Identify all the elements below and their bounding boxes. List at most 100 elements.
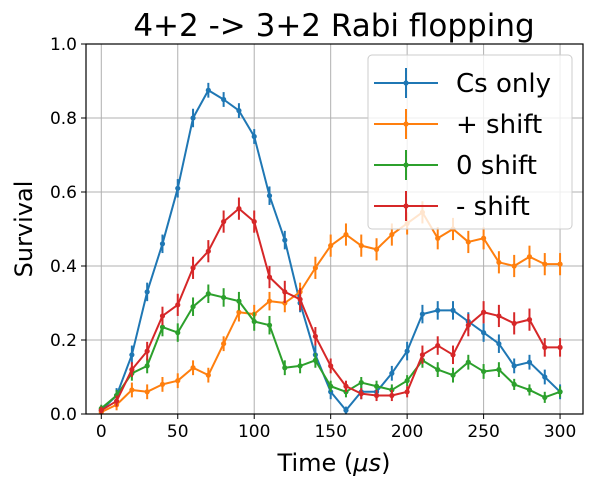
data-point — [542, 394, 548, 400]
x-tick-label: 150 — [314, 422, 346, 442]
data-point — [205, 291, 211, 297]
data-point — [404, 378, 410, 384]
data-point — [419, 352, 426, 358]
data-point — [129, 387, 135, 393]
data-point — [328, 363, 334, 369]
x-tick-label: 0 — [96, 422, 107, 442]
series-layer — [98, 82, 563, 415]
data-point — [389, 370, 395, 376]
legend-label: 0 shift — [456, 151, 537, 181]
data-point — [358, 391, 364, 397]
x-axis-label-prefix: Time ( — [277, 449, 354, 477]
data-point — [251, 133, 257, 140]
data-point — [511, 320, 517, 326]
data-point — [511, 381, 517, 387]
data-point — [389, 392, 395, 399]
data-point — [465, 322, 471, 328]
data-point — [159, 324, 166, 330]
data-point — [343, 383, 349, 389]
data-point — [389, 231, 395, 238]
data-point — [282, 237, 288, 243]
axis-ticks: 0 50 100 150 200 250 300 0.0 0.2 0.4 0.6 0.8 1.0 — [50, 35, 576, 442]
legend-marker — [403, 121, 409, 127]
data-point — [266, 298, 273, 304]
data-point — [144, 363, 150, 369]
y-axis-label: Survival — [10, 181, 38, 278]
chart-title: 4+2 -> 3+2 Rabi flopping — [133, 8, 534, 44]
legend-marker — [403, 203, 409, 209]
data-point — [450, 372, 456, 378]
data-point — [465, 359, 471, 365]
x-tick-label: 250 — [467, 422, 499, 442]
y-tick-label: 0.6 — [50, 183, 77, 203]
x-tick-label: 50 — [167, 422, 189, 442]
data-point — [144, 289, 150, 295]
data-point — [129, 367, 135, 373]
data-point — [496, 341, 502, 347]
data-point — [496, 259, 502, 265]
data-point — [113, 398, 120, 404]
data-point — [144, 389, 150, 395]
data-point — [404, 389, 410, 395]
data-point — [358, 379, 364, 386]
data-point — [557, 389, 563, 395]
legend-label: - shift — [456, 192, 530, 222]
data-point — [266, 274, 273, 280]
data-point — [236, 309, 242, 315]
data-point — [282, 289, 288, 295]
data-point — [129, 352, 135, 358]
data-point — [481, 309, 487, 315]
data-point — [557, 344, 563, 350]
data-point — [236, 108, 242, 114]
y-tick-label: 0.8 — [50, 109, 77, 129]
x-tick-label: 300 — [544, 422, 576, 442]
data-point — [435, 235, 441, 241]
data-point — [373, 392, 380, 399]
data-point — [159, 381, 166, 387]
data-point — [190, 304, 196, 310]
data-point — [221, 219, 227, 225]
x-axis-label: Time (μs) — [277, 449, 391, 477]
series-2 — [98, 201, 563, 415]
data-point — [343, 407, 349, 413]
data-point — [481, 235, 487, 241]
data-point — [312, 333, 318, 339]
data-point — [373, 246, 380, 252]
data-point — [526, 317, 533, 323]
data-point — [465, 239, 471, 245]
data-point — [435, 342, 441, 349]
data-point — [282, 365, 288, 371]
x-axis-label-unit: μs — [352, 449, 381, 477]
data-point — [175, 378, 181, 384]
data-point — [496, 367, 502, 373]
data-point — [297, 296, 303, 302]
data-point — [419, 311, 426, 317]
data-point — [542, 374, 548, 380]
data-point — [144, 348, 150, 354]
x-tick-label: 200 — [391, 422, 423, 442]
data-point — [526, 387, 533, 393]
data-point — [358, 243, 364, 249]
legend: Cs only + shift 0 shift - shift — [367, 54, 573, 230]
data-point — [266, 193, 273, 199]
y-tick-label: 1.0 — [50, 35, 77, 55]
data-point — [450, 307, 456, 313]
plot-area-frame — [85, 43, 584, 415]
data-point — [496, 313, 502, 319]
data-point — [435, 307, 441, 313]
data-point — [159, 313, 166, 319]
data-point — [221, 294, 227, 301]
series-3 — [98, 284, 563, 413]
data-point — [312, 265, 318, 271]
data-point — [481, 368, 487, 375]
legend-marker — [403, 162, 409, 168]
data-point — [236, 298, 242, 304]
data-point — [526, 359, 533, 365]
legend-label: + shift — [456, 110, 542, 140]
data-point — [221, 96, 227, 103]
data-point — [175, 185, 181, 191]
data-point — [557, 261, 563, 267]
data-point — [251, 318, 257, 325]
y-tick-label: 0.2 — [50, 331, 77, 351]
data-point — [190, 115, 196, 121]
